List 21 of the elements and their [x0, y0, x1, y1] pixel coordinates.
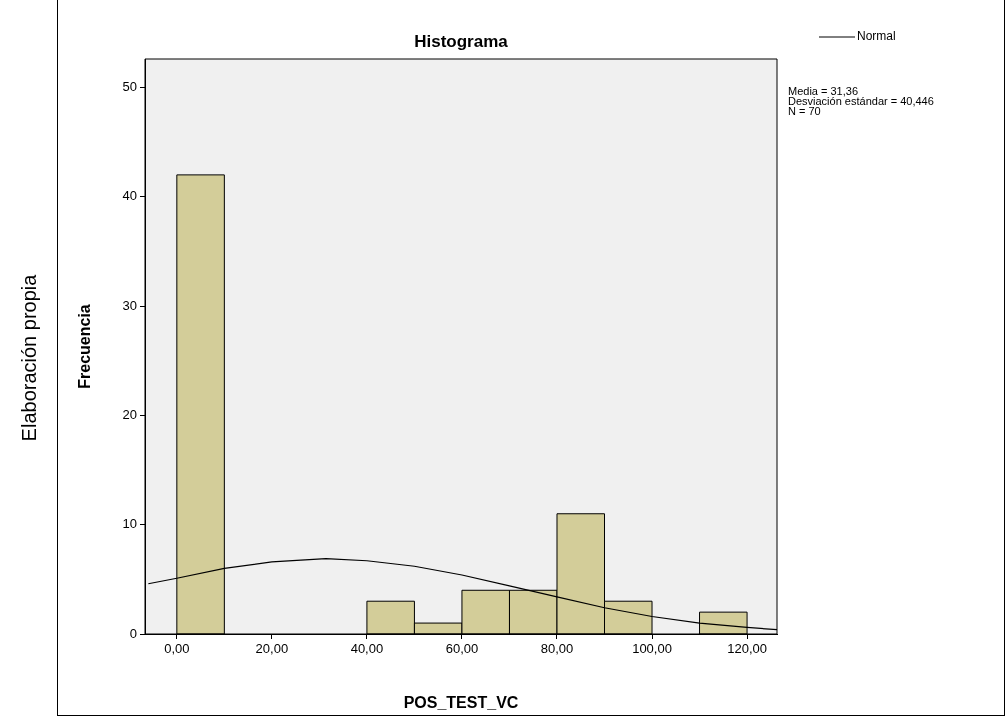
- x-tick-label: 20,00: [255, 641, 289, 657]
- x-axis-title: POS_TEST_VC: [403, 693, 519, 711]
- x-tick-label: 120,00: [727, 641, 767, 657]
- text: Desviación estándar = 40,446: [788, 94, 934, 107]
- y-tick-label: 10: [122, 516, 137, 532]
- y-tick-label: 30: [122, 297, 137, 313]
- x-tick-label: 60,00: [445, 641, 479, 657]
- text: N = 70: [788, 104, 821, 117]
- x-tick-label: 80,00: [540, 641, 574, 657]
- chart-title: Histograma: [414, 32, 509, 52]
- y-tick-label: 20: [122, 406, 137, 422]
- y-tick-label: 50: [122, 79, 137, 94]
- x-tick-label: 100,00: [632, 641, 672, 657]
- legend-label: Normal: [857, 29, 896, 44]
- x-tick-label: 40,00: [350, 641, 384, 657]
- x-tick-label: 0,00: [164, 641, 190, 657]
- text: Elaboración propia: [17, 273, 40, 442]
- y-tick-label: 0: [129, 625, 137, 641]
- y-axis-title: Frecuencia: [76, 304, 94, 389]
- y-tick-label: 40: [122, 188, 137, 204]
- text: Media = 31,36: [788, 84, 859, 97]
